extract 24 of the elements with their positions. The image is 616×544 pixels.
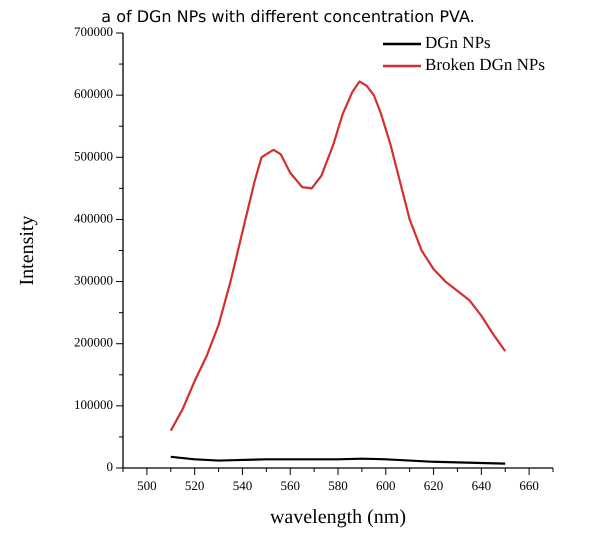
y-tick-label: 700000 [74, 24, 113, 39]
x-tick-label: 500 [137, 478, 157, 493]
y-axis-title: Intensity [16, 216, 38, 286]
y-tick-label: 400000 [74, 210, 113, 226]
y-tick-label: 600000 [74, 86, 113, 102]
legend-label: Broken DGn NPs [425, 54, 545, 74]
y-tick-label: 0 [106, 458, 113, 474]
y-tick-label: 500000 [74, 148, 113, 164]
chart-title: a of DGn NPs with different concentration PVA. [101, 7, 475, 26]
y-tick-label: 100000 [74, 396, 113, 412]
x-tick-label: 600 [376, 478, 396, 493]
y-tick-label: 200000 [74, 334, 113, 350]
x-tick-label: 640 [472, 478, 492, 493]
line-series [170, 80, 506, 432]
x-axis-title: wavelength (nm) [270, 506, 406, 528]
x-tick-label: 520 [184, 478, 204, 493]
x-tick-label: 540 [232, 478, 252, 493]
line-series [170, 456, 506, 465]
legend-label: DGn NPs [425, 32, 491, 52]
x-tick-label: 580 [328, 478, 348, 493]
x-tick-label: 620 [424, 478, 444, 493]
x-tick-label: 560 [280, 478, 300, 493]
y-tick-label: 300000 [74, 272, 113, 288]
x-tick-label: 660 [519, 478, 539, 493]
